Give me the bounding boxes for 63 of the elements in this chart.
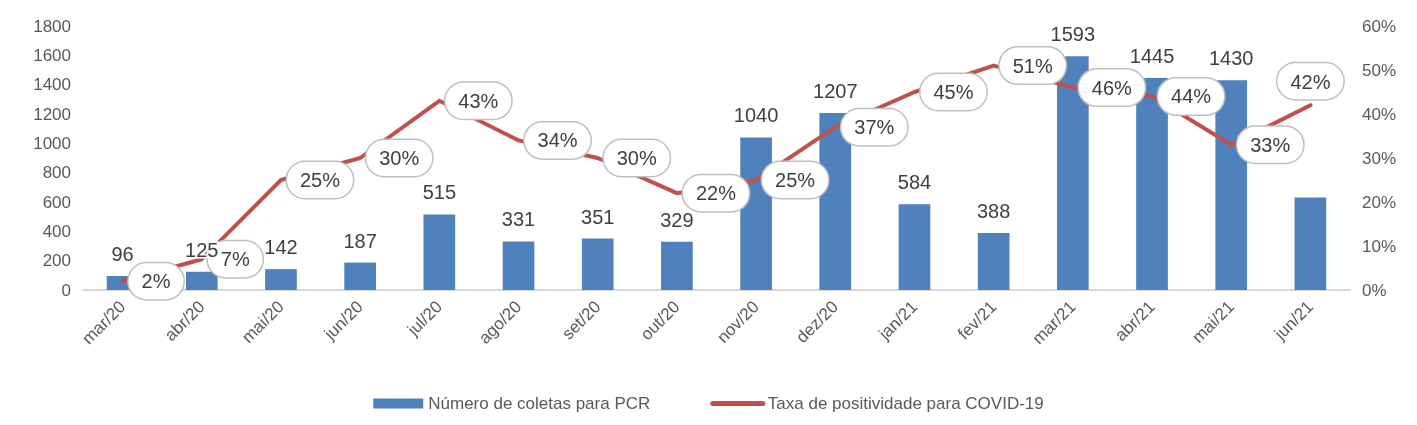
y-tick-label: 600 xyxy=(42,192,71,212)
data-label: 96 xyxy=(111,242,134,265)
y-tick-label: 1400 xyxy=(33,75,71,95)
y2-tick-label: 30% xyxy=(1362,148,1397,168)
legend-label: Taxa de positividade para COVID-19 xyxy=(767,394,1044,413)
data-label: 7% xyxy=(220,248,250,271)
data-label: 584 xyxy=(897,171,932,194)
data-label: 25% xyxy=(775,169,816,191)
y-tick-label: 800 xyxy=(42,163,71,183)
data-label: 187 xyxy=(343,229,377,252)
data-label: 331 xyxy=(501,208,536,231)
data-label: 388 xyxy=(976,200,1011,223)
y-tick-label: 1000 xyxy=(33,133,71,153)
data-label: 142 xyxy=(264,236,298,259)
y-tick-label: 200 xyxy=(42,251,71,271)
data-label: 30% xyxy=(616,147,657,169)
y2-tick-label: 50% xyxy=(1362,60,1397,80)
bar xyxy=(977,233,1010,290)
y-tick-label: 1800 xyxy=(33,16,71,36)
bar xyxy=(344,262,376,290)
y-tick-label: 1600 xyxy=(33,45,71,65)
bar xyxy=(898,204,931,290)
data-label: 43% xyxy=(458,89,499,112)
data-label: 34% xyxy=(537,129,578,152)
y-tick-label: 0 xyxy=(61,280,71,300)
data-label: 42% xyxy=(1290,71,1331,94)
y2-tick-label: 60% xyxy=(1362,16,1397,36)
bar xyxy=(265,269,297,290)
bar xyxy=(1215,80,1248,290)
data-label: 30% xyxy=(379,147,420,169)
data-label: 45% xyxy=(933,81,974,103)
data-label: 2% xyxy=(141,270,171,293)
y2-tick-label: 40% xyxy=(1362,104,1397,124)
data-label: 44% xyxy=(1171,85,1212,108)
bar xyxy=(502,241,535,290)
y-tick-label: 1200 xyxy=(33,104,71,124)
bar xyxy=(1136,78,1168,290)
data-label: 37% xyxy=(854,116,895,139)
y2-tick-label: 20% xyxy=(1362,192,1397,212)
data-label: 33% xyxy=(1250,133,1291,156)
legend-label: Número de coletas para PCR xyxy=(428,394,651,413)
y2-tick-label: 10% xyxy=(1362,236,1397,256)
data-label: 1445 xyxy=(1129,45,1175,68)
bar xyxy=(1057,56,1089,290)
bar xyxy=(581,238,614,290)
bar xyxy=(423,214,456,290)
y-tick-label: 400 xyxy=(42,221,71,241)
data-label: 1207 xyxy=(813,79,858,102)
data-label: 125 xyxy=(185,238,219,261)
data-label: 1040 xyxy=(733,104,779,127)
data-label: 46% xyxy=(1091,76,1133,99)
data-label: 25% xyxy=(299,169,341,191)
bar xyxy=(661,241,693,290)
y2-tick-label: 0% xyxy=(1362,280,1387,300)
data-label: 1430 xyxy=(1208,47,1254,70)
data-label: 351 xyxy=(581,205,615,228)
data-label: 329 xyxy=(660,208,694,231)
bar xyxy=(185,271,218,290)
data-label: 51% xyxy=(1012,54,1053,77)
bar xyxy=(1294,197,1327,290)
data-label: 22% xyxy=(695,182,737,205)
data-label: 1593 xyxy=(1050,23,1096,46)
data-label: 515 xyxy=(422,181,457,204)
